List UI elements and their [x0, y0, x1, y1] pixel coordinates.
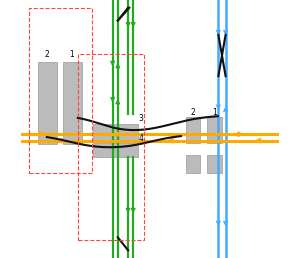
Text: 1: 1 — [70, 50, 74, 59]
Text: 1: 1 — [212, 108, 217, 117]
Text: 3: 3 — [138, 114, 143, 123]
Text: 2: 2 — [44, 50, 49, 59]
Bar — [186, 155, 200, 173]
Bar — [207, 155, 222, 173]
Bar — [186, 117, 200, 143]
Text: 2: 2 — [191, 108, 196, 117]
Bar — [93, 124, 138, 141]
Bar — [207, 117, 222, 143]
Bar — [29, 8, 92, 173]
Bar — [93, 143, 138, 157]
Bar — [38, 62, 57, 144]
Text: 4: 4 — [138, 134, 143, 143]
Bar — [78, 54, 144, 240]
Bar — [63, 62, 83, 144]
